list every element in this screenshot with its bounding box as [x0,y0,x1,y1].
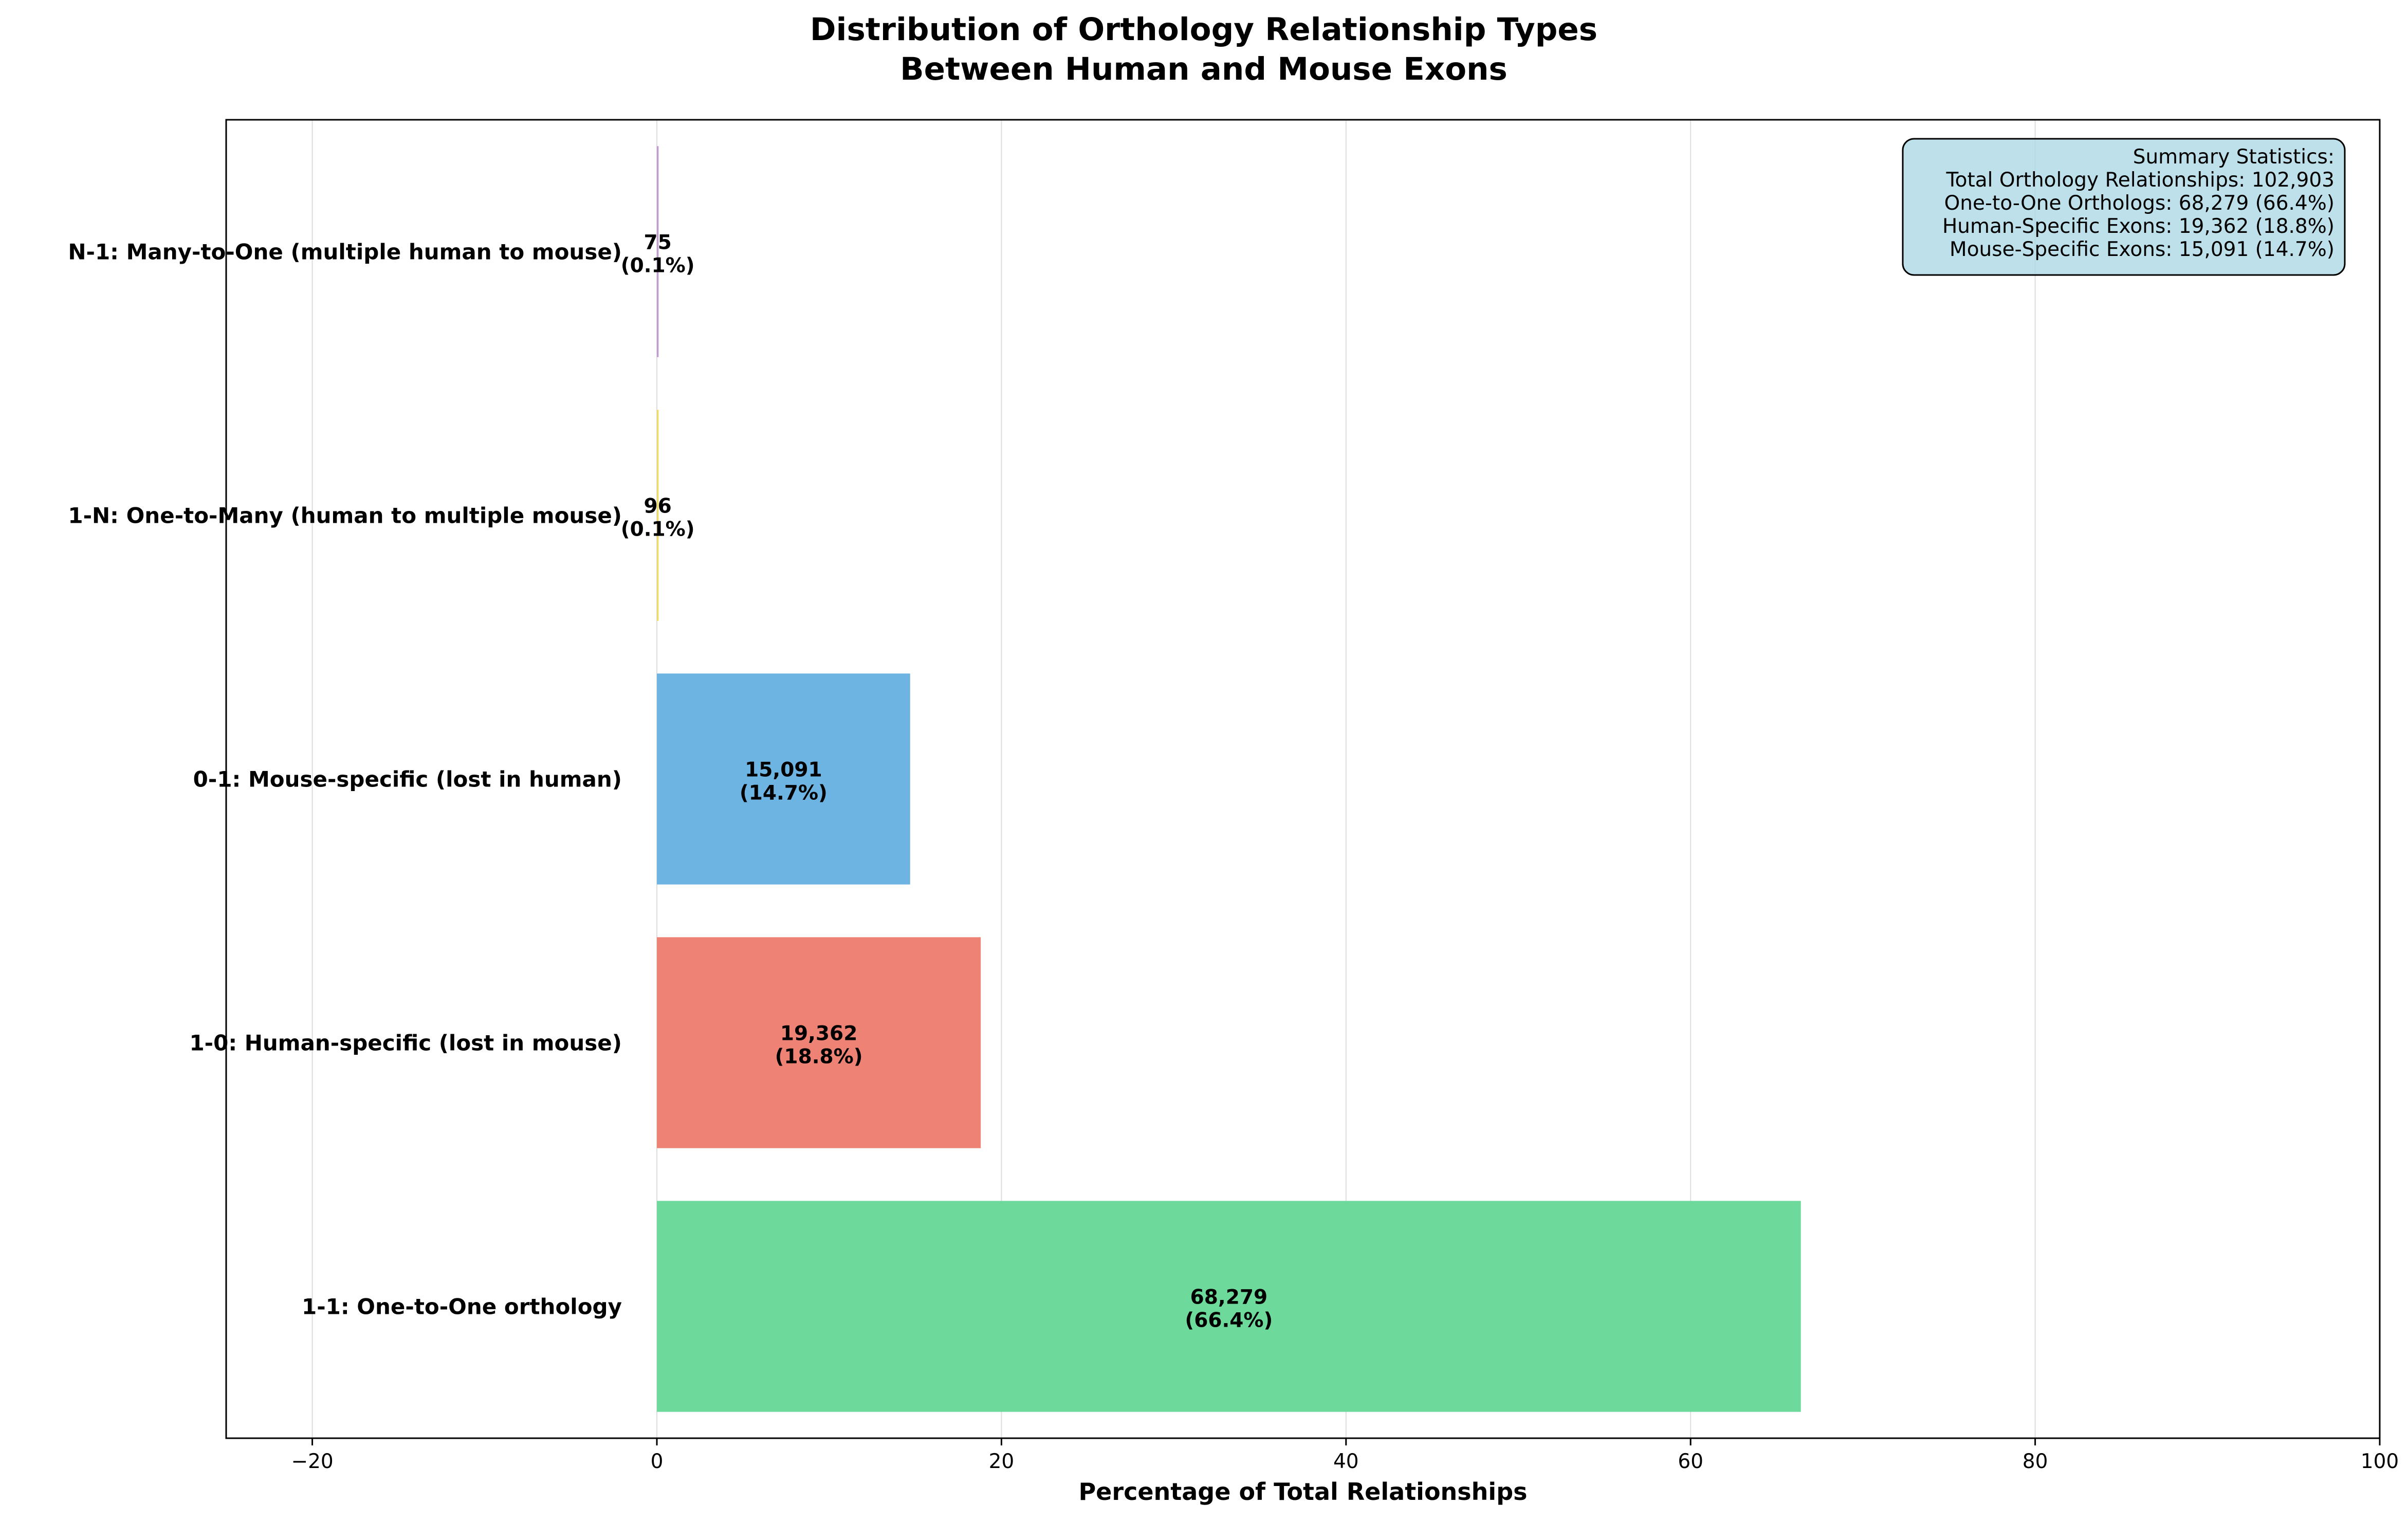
bar-count-label: 96 [644,495,672,518]
category-label: 1-1: One-to-One orthology [302,1294,622,1319]
bar [657,146,659,357]
bar [657,1201,1801,1412]
bar-percent-label: (14.7%) [740,782,828,805]
chart-title-line-1: Distribution of Orthology Relationship T… [810,11,1597,48]
summary-statistics-background [1902,138,2346,276]
summary-statistics-line: Total Orthology Relationships: 102,903 [1945,169,2335,192]
bar-count-label: 15,091 [745,759,822,782]
bar-percent-label: (0.1%) [621,518,695,541]
summary-statistics-box: Summary Statistics:Total Orthology Relat… [1902,138,2346,276]
category-label: N-1: Many-to-One (multiple human to mous… [68,240,622,265]
bar [657,410,659,621]
bar-count-label: 75 [644,231,672,254]
x-axis-title: Percentage of Total Relationships [1078,1478,1527,1506]
bar-percent-label: (0.1%) [621,254,695,278]
bar-count-label: 68,279 [1190,1286,1268,1309]
chart-title-line-2: Between Human and Mouse Exons [900,51,1508,87]
category-label: 0-1: Mouse-specific (lost in human) [193,767,622,792]
bar [657,673,910,885]
bar-percent-label: (18.8%) [775,1046,863,1069]
x-tick-label: 0 [651,1450,664,1473]
bar-count-label: 19,362 [780,1022,858,1046]
x-tick-label: −20 [291,1450,333,1473]
category-label: 1-N: One-to-Many (human to multiple mous… [68,503,622,528]
x-tick-label: 20 [989,1450,1015,1473]
x-tick-label: 40 [1333,1450,1359,1473]
summary-statistics-line: Human-Specific Exons: 19,362 (18.8%) [1942,215,2335,238]
plot-frame [225,119,2381,1439]
summary-statistics-line: Mouse-Specific Exons: 15,091 (14.7%) [1950,238,2335,261]
category-labels: 1-1: One-to-One orthology 1-0: Human-spec… [68,240,622,1319]
bar-percent-label: (66.4%) [1185,1309,1273,1332]
x-tick-label: 60 [1678,1450,1703,1473]
category-label: 1-0: Human-specific (lost in mouse) [189,1031,622,1056]
x-tick-label: 100 [2361,1450,2399,1473]
summary-statistics-line: Summary Statistics: [2133,145,2335,169]
bars: 68,279(66.4%) 19,362(18.8%) 15,091(14.7%) 9… [621,146,1801,1412]
chart-title: Distribution of Orthology Relationship T… [810,11,1597,87]
x-tick-label: 80 [2023,1450,2048,1473]
bar [657,937,981,1148]
summary-statistics-line: One-to-One Orthologs: 68,279 (66.4%) [1944,192,2335,215]
x-axis-ticks: −20 0 20 40 60 80 100 [291,1438,2399,1473]
